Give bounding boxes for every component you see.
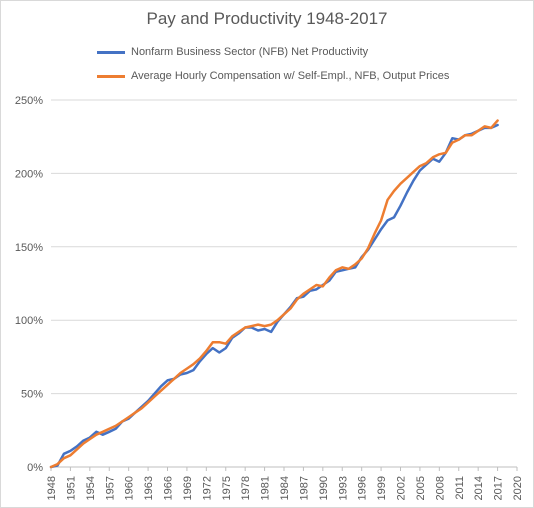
- chart-title: Pay and Productivity 1948-2017: [146, 9, 388, 28]
- legend-label-compensation: Average Hourly Compensation w/ Self-Empl…: [131, 70, 450, 82]
- x-axis-tick-labels: 1948 1951 1954 1957 1960 1963 1966 1969 1972 1975…: [46, 467, 524, 500]
- legend-swatch-compensation: [97, 74, 125, 78]
- x-tick-label: 1969: [182, 476, 194, 500]
- y-axis-tick-labels: 0% 50% 100% 150% 200% 250%: [15, 95, 43, 474]
- y-tick-label: 250%: [15, 95, 43, 107]
- x-tick-label: 1948: [46, 476, 58, 500]
- x-tick-label: 2002: [396, 476, 408, 500]
- x-tick-label: 2008: [434, 476, 446, 500]
- y-tick-label: 50%: [21, 389, 43, 401]
- x-tick-label: 2014: [473, 476, 485, 500]
- x-tick-label: 1966: [163, 476, 175, 500]
- series-line-compensation: [49, 119, 499, 469]
- x-tick-label: 1999: [376, 476, 388, 500]
- legend-entry-compensation: Average Hourly Compensation w/ Self-Empl…: [97, 70, 449, 82]
- y-tick-label: 150%: [15, 242, 43, 254]
- x-tick-label: 1987: [298, 476, 310, 500]
- series-line-productivity: [49, 123, 499, 469]
- legend-swatch-productivity: [97, 50, 125, 54]
- x-tick-label: 1972: [201, 476, 213, 500]
- x-tick-label: 2011: [454, 476, 466, 500]
- x-tick-label: 1951: [65, 476, 77, 500]
- x-tick-label: 1975: [221, 476, 233, 500]
- gridlines: [51, 99, 517, 468]
- x-tick-label: 2020: [512, 476, 524, 500]
- y-tick-label: 100%: [15, 315, 43, 327]
- series-lines: [49, 119, 499, 469]
- legend-entry-productivity: Nonfarm Business Sector (NFB) Net Produc…: [97, 46, 368, 58]
- legend-label-productivity: Nonfarm Business Sector (NFB) Net Produc…: [131, 46, 369, 58]
- x-tick-label: 1957: [104, 476, 116, 500]
- x-tick-label: 1984: [279, 476, 291, 500]
- y-tick-label: 200%: [15, 168, 43, 180]
- x-tick-label: 2005: [415, 476, 427, 500]
- x-tick-label: 1963: [143, 476, 155, 500]
- x-tick-label: 1981: [260, 476, 272, 500]
- y-tick-label: 0%: [27, 462, 43, 474]
- x-tick-label: 1996: [357, 476, 369, 500]
- x-tick-label: 2017: [493, 476, 505, 500]
- x-tick-label: 1990: [318, 476, 330, 500]
- x-tick-label: 1960: [124, 476, 136, 500]
- x-tick-label: 1978: [240, 476, 252, 500]
- x-tick-label: 1993: [337, 476, 349, 500]
- x-tick-label: 1954: [85, 476, 97, 500]
